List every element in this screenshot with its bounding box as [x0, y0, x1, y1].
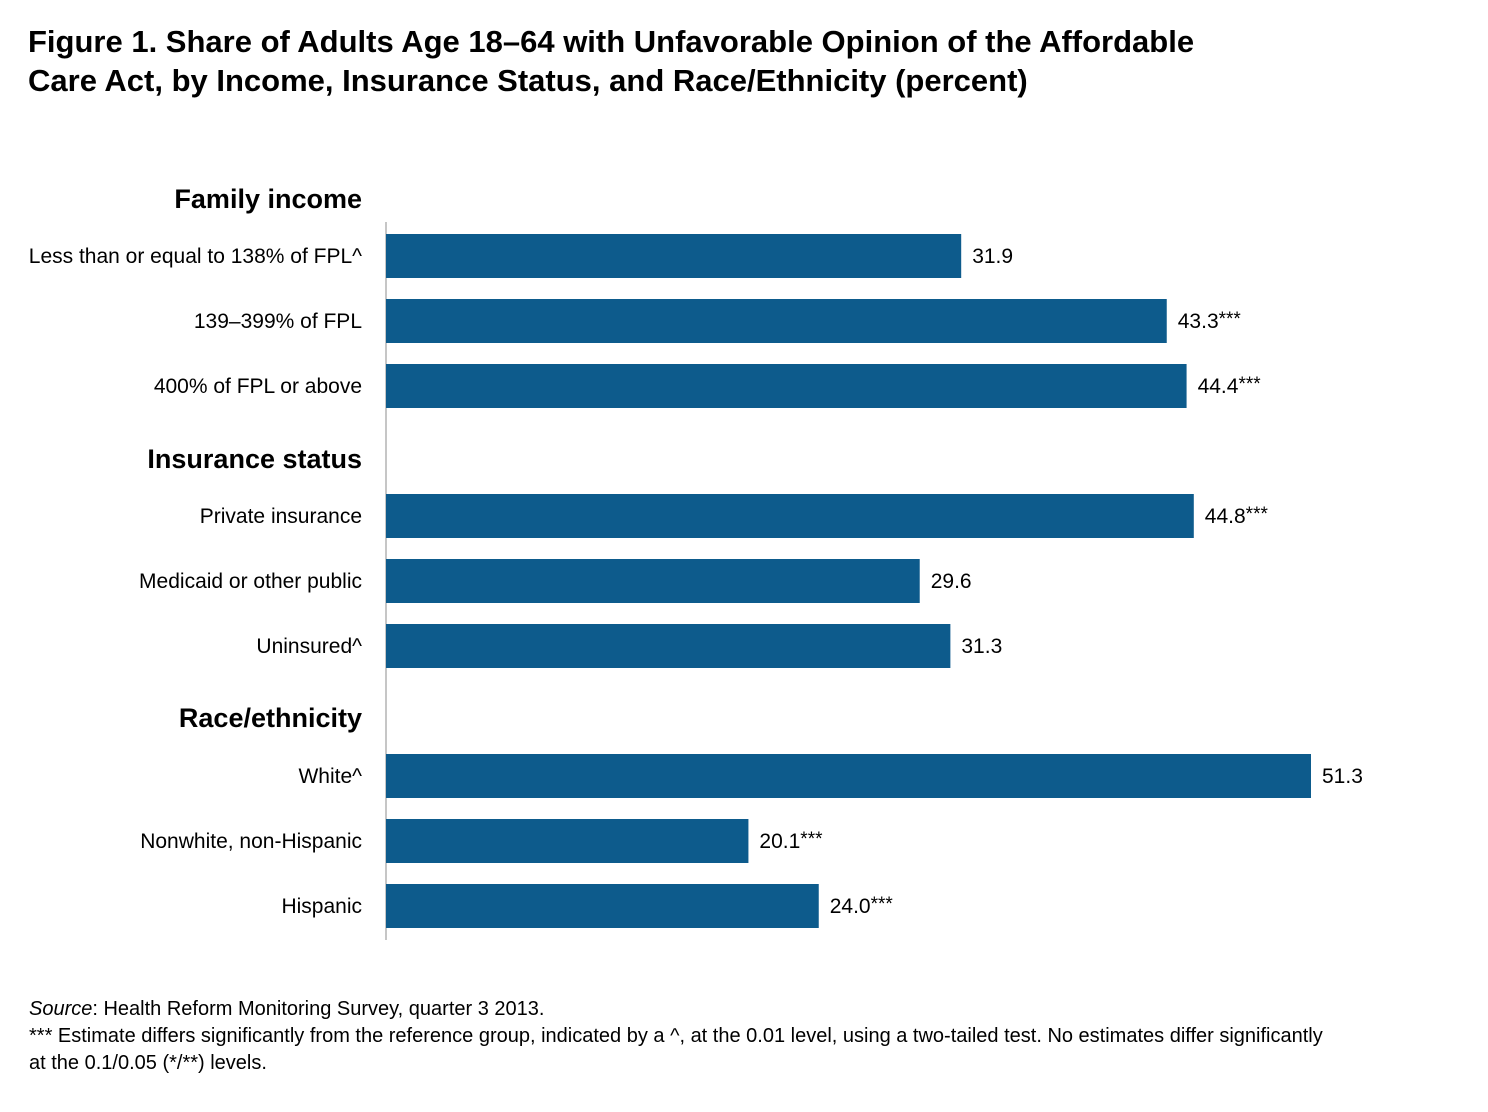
source-line: Source: Health Reform Monitoring Survey,…	[29, 996, 1429, 1023]
bar	[386, 819, 749, 863]
bar	[386, 754, 1311, 798]
chart-title-line-1: Figure 1. Share of Adults Age 18–64 with…	[28, 24, 1195, 59]
bar	[386, 494, 1194, 538]
category-label: Nonwhite, non-Hispanic	[140, 830, 362, 853]
significance-marker: ***	[1246, 504, 1269, 525]
bar	[386, 884, 819, 928]
data-label: 29.6	[931, 570, 972, 593]
data-value: 43.3	[1178, 310, 1219, 333]
group-header: Race/ethnicity	[179, 703, 362, 733]
category-label: White^	[298, 765, 362, 788]
bar	[386, 299, 1167, 343]
data-label: 31.3	[961, 635, 1002, 658]
category-label: Uninsured^	[256, 635, 362, 658]
data-label: 44.8***	[1205, 504, 1269, 528]
category-label: Hispanic	[281, 895, 362, 918]
data-value: 29.6	[931, 570, 972, 593]
data-value: 20.1	[759, 830, 800, 853]
bar	[386, 364, 1187, 408]
significance-note-line-2: at the 0.1/0.05 (*/**) levels.	[29, 1052, 267, 1074]
data-label: 20.1***	[759, 829, 823, 853]
group-header: Family income	[174, 184, 362, 214]
data-value: 44.8	[1205, 505, 1246, 528]
data-label: 44.4***	[1198, 374, 1262, 398]
significance-marker: ***	[1238, 374, 1261, 395]
data-label: 24.0***	[830, 894, 894, 918]
data-label: 31.9	[972, 245, 1013, 268]
data-value: 44.4	[1198, 375, 1239, 398]
data-label: 43.3***	[1178, 309, 1242, 333]
significance-note-line-1: *** Estimate differs significantly from …	[29, 1025, 1323, 1047]
data-value: 51.3	[1322, 765, 1363, 788]
significance-marker: ***	[800, 829, 823, 850]
significance-marker: ***	[871, 894, 894, 915]
bar	[386, 624, 951, 668]
category-label: Less than or equal to 138% of FPL^	[29, 245, 362, 268]
category-label: 400% of FPL or above	[154, 375, 362, 398]
chart-title: Figure 1. Share of Adults Age 18–64 with…	[28, 22, 1428, 100]
data-value: 24.0	[830, 895, 871, 918]
group-header: Insurance status	[147, 444, 362, 474]
footnote: Source: Health Reform Monitoring Survey,…	[29, 996, 1429, 1077]
source-label: Source	[29, 998, 93, 1020]
category-label: Medicaid or other public	[139, 570, 362, 593]
chart-title-line-2: Care Act, by Income, Insurance Status, a…	[28, 63, 1028, 98]
data-value: 31.3	[961, 635, 1002, 658]
source-text: : Health Reform Monitoring Survey, quart…	[92, 998, 545, 1020]
bar	[386, 234, 962, 278]
bar	[386, 559, 920, 603]
data-label: 51.3	[1322, 765, 1363, 788]
category-label: 139–399% of FPL	[194, 310, 362, 333]
data-value: 31.9	[972, 245, 1013, 268]
category-label: Private insurance	[200, 505, 362, 528]
significance-marker: ***	[1219, 309, 1242, 330]
